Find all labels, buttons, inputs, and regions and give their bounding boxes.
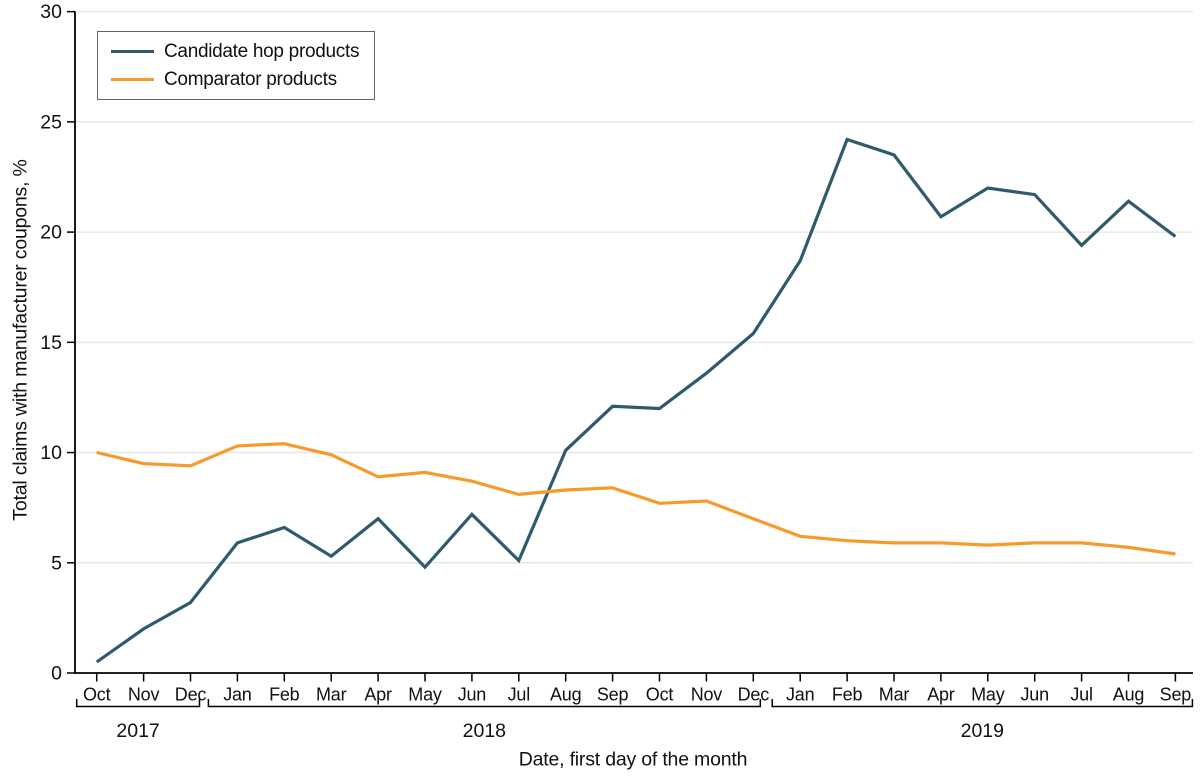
x-tick-label: Nov [128, 685, 160, 705]
y-axis: 0 5 10 15 20 25 30 [40, 1, 75, 685]
year-groups: 2017 2018 2019 [75, 699, 1194, 742]
x-tick-label: Jun [458, 685, 486, 705]
x-tick-label: Jul [1070, 685, 1092, 705]
x-tick-label: Jun [1020, 685, 1048, 705]
legend-label-comparator: Comparator products [164, 68, 337, 90]
y-tick-label: 5 [51, 552, 62, 574]
y-axis-title: Total claims with manufacturer coupons, … [9, 159, 32, 521]
legend: Candidate hop products Comparator produc… [97, 31, 375, 100]
x-tick-label: Mar [316, 685, 347, 705]
y-tick-label: 15 [40, 332, 62, 354]
legend-item: Comparator products [111, 69, 374, 90]
x-tick-label: Feb [269, 685, 300, 705]
x-tick-label: May [408, 685, 442, 705]
x-tick-label: Aug [1113, 685, 1144, 705]
x-tick-label: Aug [550, 685, 581, 705]
legend-swatch-candidate-line [111, 49, 154, 54]
x-tick-label: May [971, 685, 1005, 705]
x-tick-label: Apr [927, 685, 955, 705]
series-line-comparator-products [96, 442, 1176, 556]
x-tick-label: Oct [646, 685, 674, 705]
x-tick-label: Dec [738, 685, 770, 705]
y-tick-label: 25 [40, 111, 62, 133]
x-axis: Oct Nov Dec Jan Feb Mar Apr May Jun Jul Aug Sep Oct N… [83, 673, 1191, 705]
x-tick-label: Jan [786, 685, 814, 705]
x-tick-label: Oct [83, 685, 111, 705]
y-tick-label: 0 [51, 663, 62, 685]
x-tick-label: Apr [364, 685, 392, 705]
year-label: 2017 [116, 720, 159, 742]
y-tick-label: 10 [40, 442, 62, 464]
x-tick-label: Feb [832, 685, 863, 705]
x-tick-label: Dec [175, 685, 207, 705]
legend-swatch-comparator-line [111, 77, 154, 82]
year-bracket [75, 699, 201, 708]
x-tick-label: Nov [691, 685, 723, 705]
year-bracket [207, 699, 762, 708]
y-tick-label: 30 [40, 1, 62, 23]
legend-label-candidate: Candidate hop products [164, 40, 360, 62]
year-bracket [771, 699, 1194, 708]
series-line-candidate-hop-products [95, 137, 1177, 664]
x-tick-label: Jan [223, 685, 251, 705]
x-tick-label: Sep [1160, 685, 1192, 705]
gridlines [75, 10, 1193, 564]
x-tick-label: Mar [879, 685, 910, 705]
x-axis-title: Date, first day of the month [518, 748, 748, 771]
year-label: 2019 [961, 720, 1004, 742]
year-label: 2018 [463, 720, 506, 742]
x-tick-label: Jul [508, 685, 530, 705]
legend-item: Candidate hop products [111, 41, 374, 62]
y-tick-label: 20 [40, 222, 62, 244]
x-tick-label: Sep [597, 685, 629, 705]
